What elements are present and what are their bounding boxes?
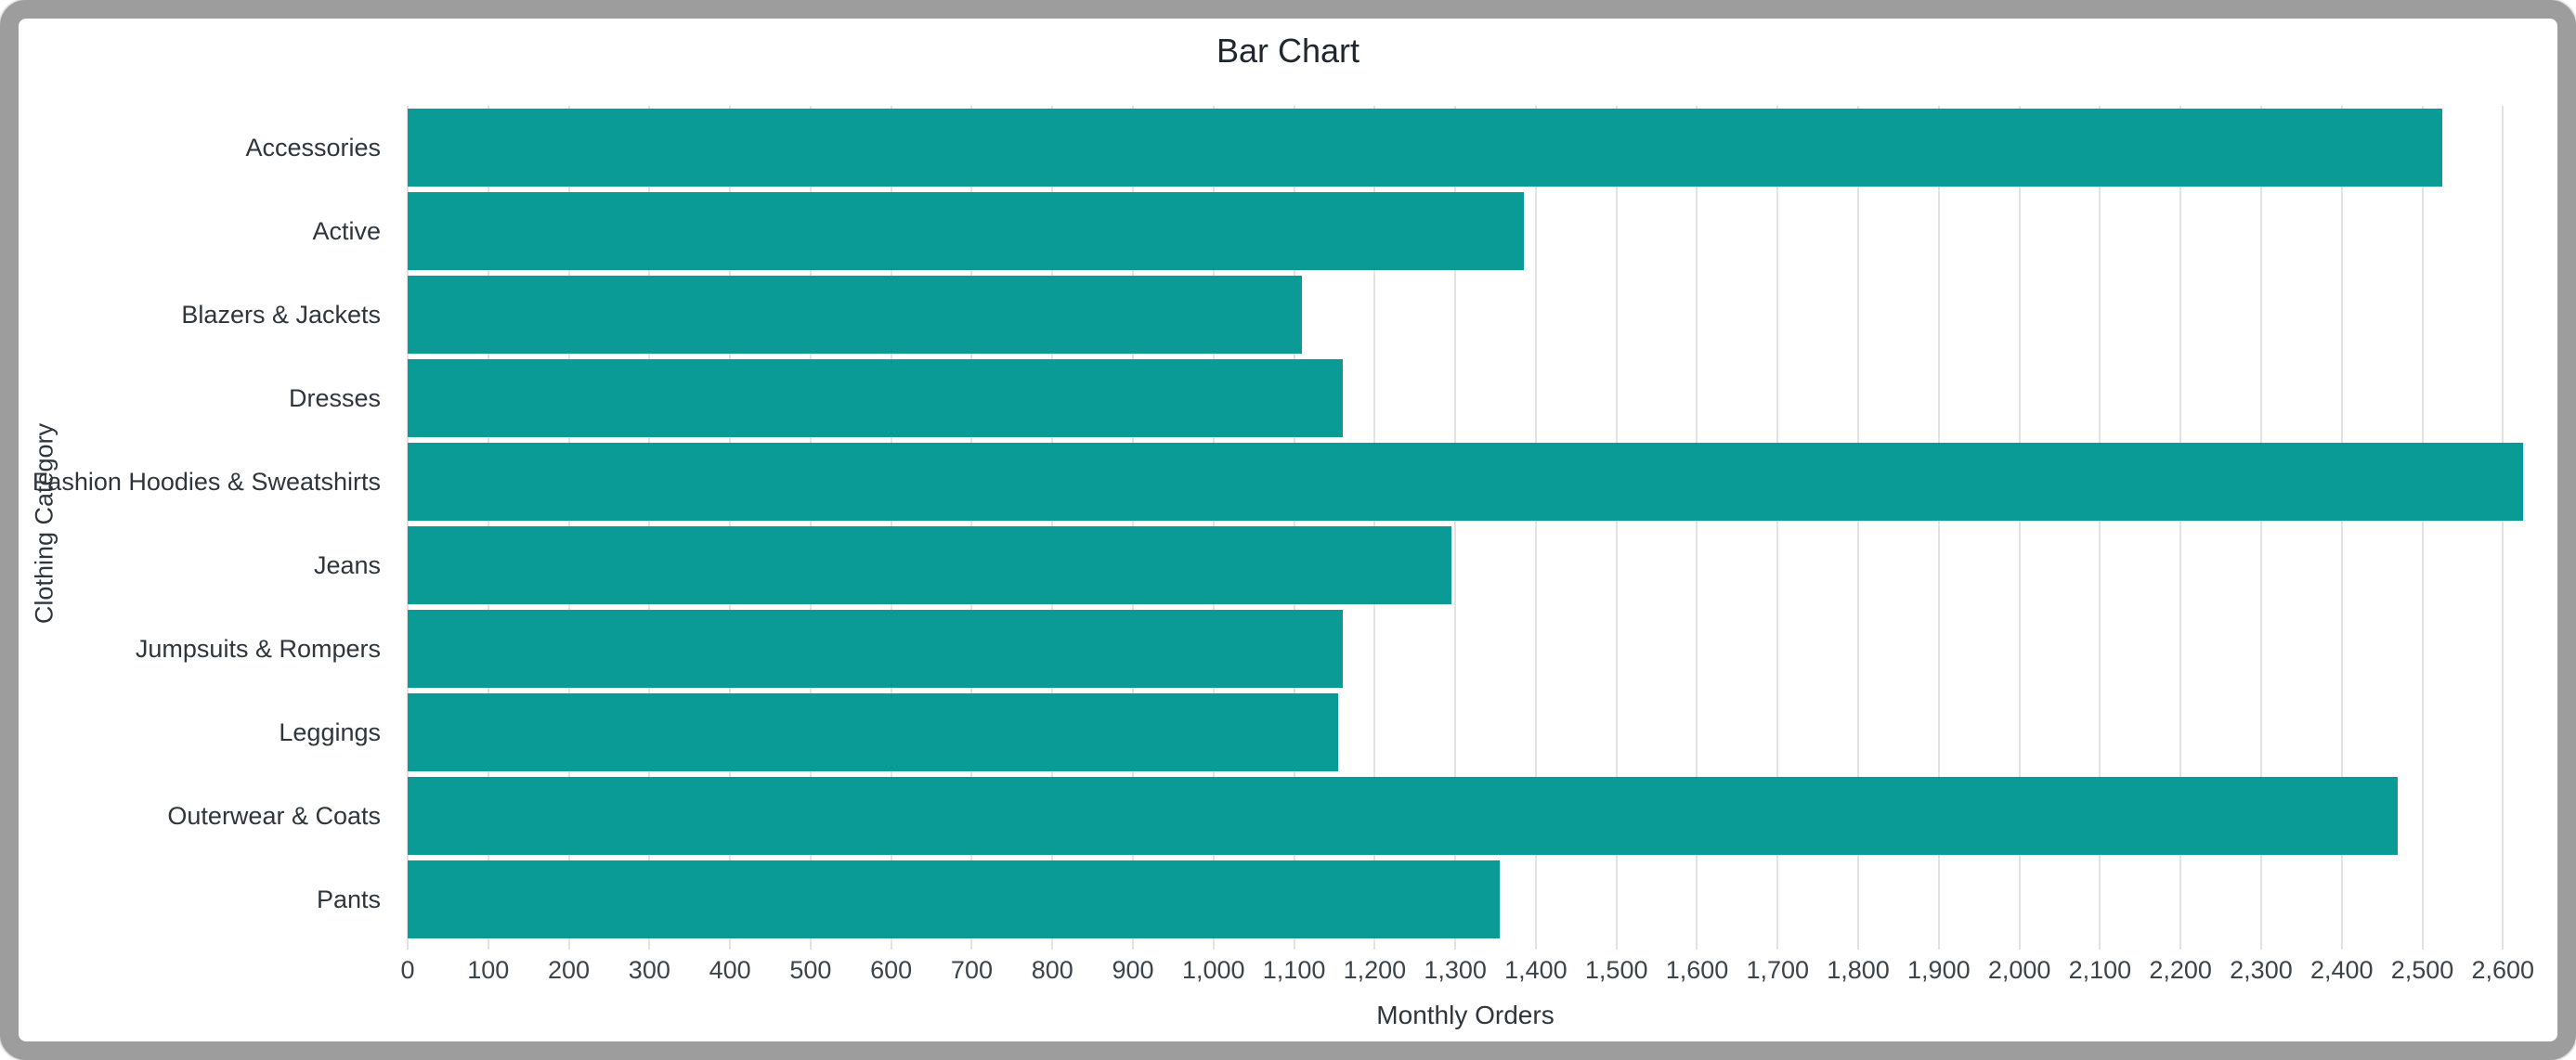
x-tick-label: 400	[709, 956, 751, 984]
y-category-label: Outerwear & Coats	[167, 802, 381, 830]
gridline	[1776, 106, 1779, 950]
y-category-label: Jumpsuits & Rompers	[135, 635, 381, 663]
bar[interactable]	[408, 693, 1339, 771]
gridline	[1937, 106, 1940, 950]
gridline	[1615, 106, 1618, 950]
x-tick-label: 1,800	[1827, 956, 1890, 984]
gridline	[1454, 106, 1457, 950]
bar[interactable]	[408, 192, 1524, 270]
bar[interactable]	[408, 860, 1500, 938]
y-category-label: Fashion Hoodies & Sweatshirts	[32, 468, 381, 496]
bar[interactable]	[408, 109, 2443, 187]
x-tick-label: 1,900	[1907, 956, 1971, 984]
x-tick-label: 2,500	[2390, 956, 2454, 984]
x-tick-label: 1,700	[1746, 956, 1810, 984]
y-category-label: Leggings	[279, 718, 381, 746]
gridline	[2179, 106, 2182, 950]
x-tick-label: 500	[789, 956, 832, 984]
x-tick-label: 2,600	[2471, 956, 2535, 984]
y-category-label: Blazers & Jackets	[181, 301, 381, 329]
gridline	[1534, 106, 1537, 950]
gridline	[2502, 106, 2504, 950]
gridline	[1857, 106, 1860, 950]
x-tick-label: 1,200	[1343, 956, 1407, 984]
y-category-label: Pants	[316, 885, 381, 913]
x-tick-label: 2,000	[1987, 956, 2051, 984]
gridline	[2421, 106, 2424, 950]
y-category-label: Active	[312, 217, 381, 245]
x-tick-label: 200	[548, 956, 591, 984]
y-category-label: Dresses	[288, 384, 381, 412]
x-tick-label: 2,400	[2309, 956, 2374, 984]
gridline	[2099, 106, 2101, 950]
bar[interactable]	[408, 526, 1451, 604]
chart-title: Bar Chart	[1216, 32, 1360, 70]
x-tick-label: 1,500	[1584, 956, 1648, 984]
x-tick-label: 100	[467, 956, 510, 984]
plot-area	[407, 106, 2523, 950]
bar[interactable]	[408, 276, 1303, 354]
x-tick-label: 900	[1112, 956, 1154, 984]
bar[interactable]	[408, 610, 1343, 688]
bar[interactable]	[408, 443, 2523, 521]
bar[interactable]	[408, 777, 2399, 855]
gridline	[2018, 106, 2021, 950]
x-tick-label: 2,100	[2068, 956, 2132, 984]
y-category-label: Jeans	[313, 551, 381, 579]
x-tick-label: 2,300	[2230, 956, 2293, 984]
x-tick-label: 700	[950, 956, 993, 984]
gridline	[2340, 106, 2343, 950]
x-axis-title: Monthly Orders	[1376, 1001, 1555, 1029]
x-tick-label: 1,400	[1504, 956, 1568, 984]
y-axis-category-labels: Accessories Active Blazers & Jackets Dresse…	[0, 106, 381, 941]
x-tick-label: 800	[1031, 956, 1073, 984]
bar[interactable]	[408, 359, 1343, 437]
x-tick-label: 600	[870, 956, 913, 984]
x-tick-label: 2,200	[2149, 956, 2212, 984]
y-category-label: Accessories	[245, 134, 381, 162]
x-tick-label: 1,100	[1262, 956, 1326, 984]
x-axis-tick-labels: 0 100 200 300 400 500 600 700 800 900 1,000 1,100 1,…	[400, 956, 2534, 988]
x-tick-label: 300	[628, 956, 670, 984]
x-tick-label: 1,300	[1424, 956, 1487, 984]
x-tick-label: 1,000	[1182, 956, 1245, 984]
gridline	[2259, 106, 2262, 950]
x-tick-label: 0	[400, 956, 415, 984]
x-tick-label: 1,600	[1665, 956, 1729, 984]
gridline	[1696, 106, 1698, 950]
